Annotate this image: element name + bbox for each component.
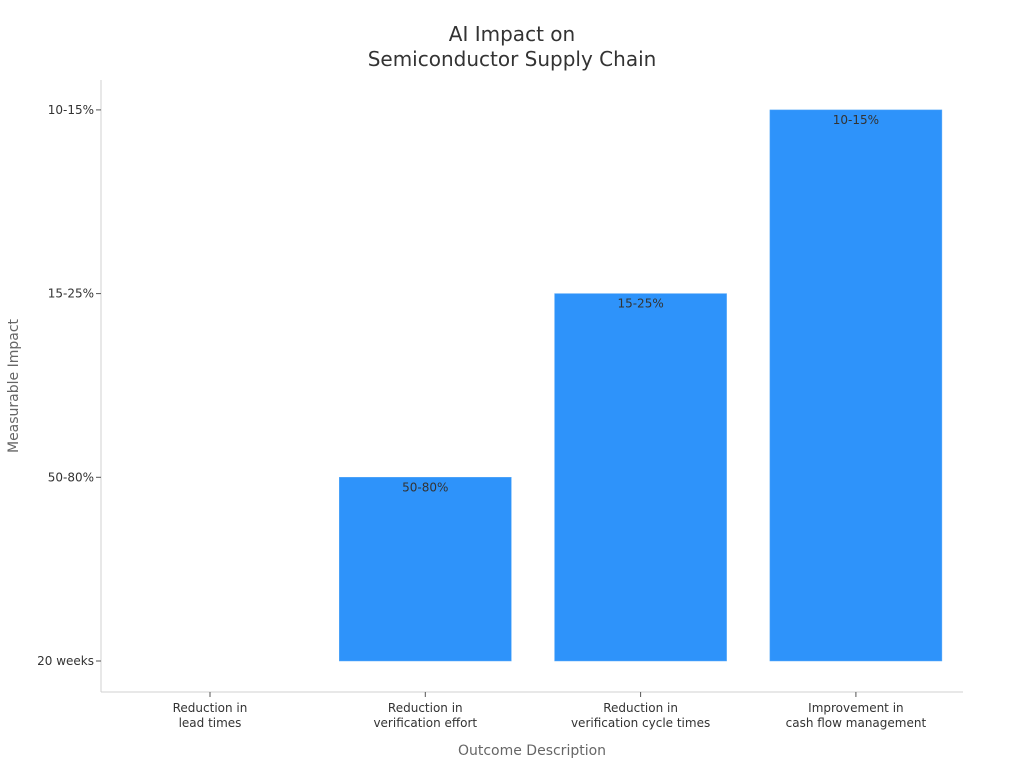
y-tick-label: 15-25% [48,287,94,301]
bar [339,477,512,662]
x-axis-label: Outcome Description [458,743,606,759]
y-axis-label: Measurable Impact [6,318,22,453]
x-tick-label: Reduction in [388,701,463,715]
x-tick-label: Improvement in [808,701,903,715]
x-tick-label: verification cycle times [571,716,710,730]
bar [769,109,943,662]
y-tick-label: 50-80% [48,470,94,484]
bar-data-label: 15-25% [617,297,663,311]
x-tick-label: Reduction in [173,701,248,715]
bar-data-label: 10-15% [833,113,879,127]
bar [554,293,727,662]
chart-title-line-2: Semiconductor Supply Chain [368,47,657,71]
chart-title-line-1: AI Impact on [449,22,575,46]
x-tick-label: lead times [179,716,242,730]
x-tick-label: Reduction in [603,701,678,715]
y-tick-label: 20 weeks [37,654,94,668]
y-tick-label: 10-15% [48,103,94,117]
x-tick-label: verification effort [373,716,477,730]
x-tick-label: cash flow management [786,716,927,730]
bar-data-label: 50-80% [402,480,448,494]
